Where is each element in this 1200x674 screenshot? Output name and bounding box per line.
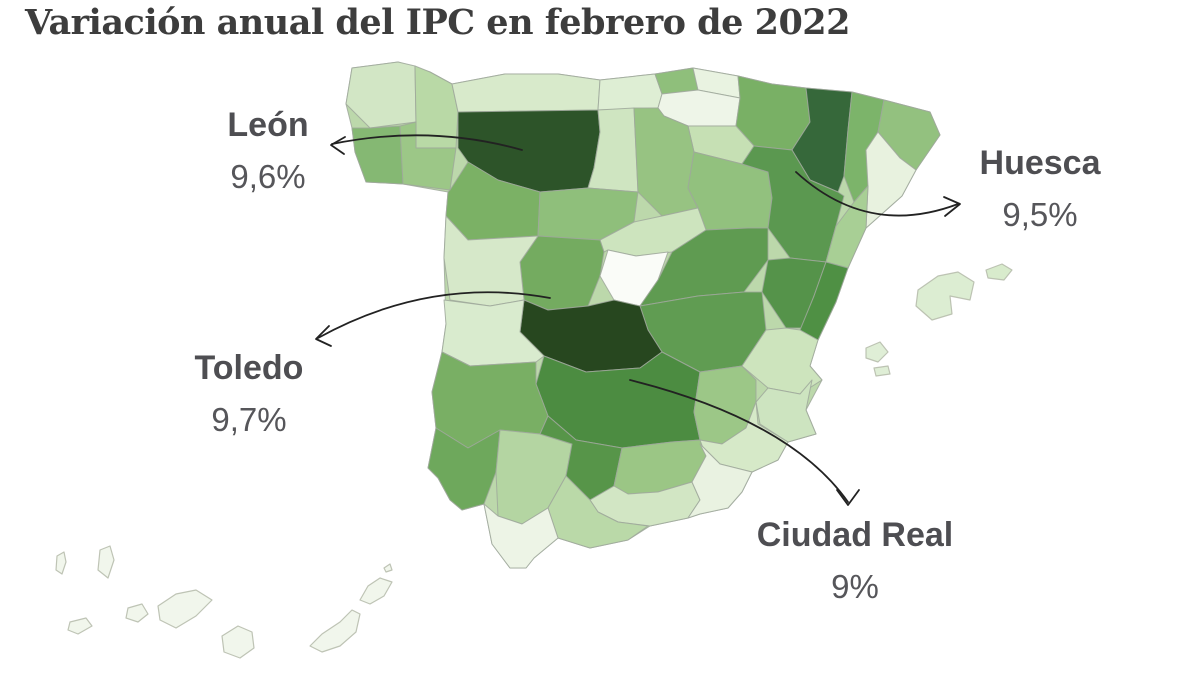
- annotation-toledo: Toledo 9,7%: [195, 346, 304, 442]
- island-fuerteventura: [309, 609, 361, 653]
- annotation-ciudad-real-value: 9%: [831, 568, 879, 605]
- annotation-ciudad-real-label: Ciudad Real: [756, 516, 954, 554]
- province-alicante: [755, 379, 817, 443]
- island-lanzarote: [359, 577, 393, 605]
- island-formentera: [873, 365, 891, 377]
- island-elhierro: [67, 617, 93, 635]
- annotation-huesca: Huesca 9,5%: [980, 141, 1101, 237]
- island-ibiza: [865, 341, 889, 363]
- annotation-toledo-label: Toledo: [194, 349, 304, 387]
- island-menorca: [985, 263, 1013, 281]
- annotation-ciudad-real: Ciudad Real 9%: [757, 513, 953, 609]
- province-asturias: [451, 73, 601, 113]
- island-mallorca: [915, 271, 975, 321]
- annotation-leon-label: León: [227, 106, 309, 144]
- annotation-leon-value: 9,6%: [230, 158, 306, 195]
- annotation-huesca-label: Huesca: [979, 144, 1101, 182]
- toledo-arrowhead-icon: [315, 325, 332, 347]
- province-cadiz: [483, 503, 559, 569]
- province-barcelona: [865, 131, 917, 229]
- province-ourense: [399, 121, 457, 191]
- leon-arrowhead-icon: [330, 136, 346, 155]
- province-bizkaia: [654, 67, 699, 95]
- ciudad-real-arrowhead-icon: [836, 489, 860, 506]
- province-almeria: [687, 443, 753, 519]
- province-cantabria: [597, 73, 663, 111]
- annotation-huesca-value: 9,5%: [1002, 196, 1078, 233]
- island-islote: [55, 551, 67, 575]
- toledo-arrow-icon: [317, 291, 551, 339]
- island-lagraciosa: [383, 563, 393, 573]
- ciudad-real-arrow-icon: [629, 379, 849, 503]
- island-lagomera: [125, 603, 149, 623]
- huesca-arrow-icon: [795, 171, 959, 217]
- chart-title: Variación anual del IPC en febrero de 20…: [25, 2, 851, 43]
- province-caceres: [441, 299, 545, 367]
- province-huelva: [427, 427, 501, 511]
- province-valencia: [741, 327, 823, 395]
- annotation-leon: León 9,6%: [227, 103, 308, 199]
- province-pontevedra: [351, 125, 404, 185]
- island-lapalma: [97, 545, 115, 579]
- island-tenerife: [157, 589, 213, 629]
- leon-arrow-icon: [331, 134, 523, 151]
- island-grancanaria: [221, 625, 255, 659]
- huesca-arrowhead-icon: [943, 196, 961, 217]
- annotation-toledo-value: 9,7%: [211, 401, 287, 438]
